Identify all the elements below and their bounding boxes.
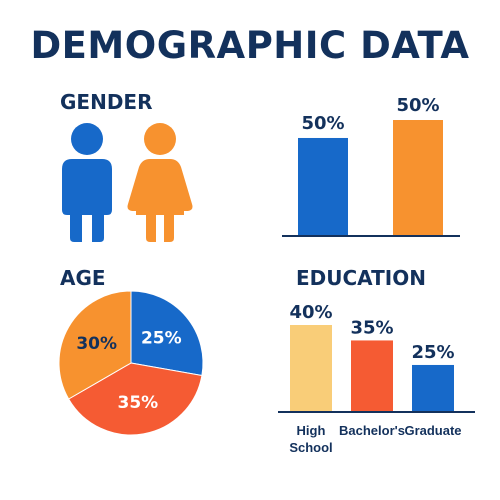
gender-bar-chart: 50% 50% bbox=[282, 95, 460, 237]
female-person-icon bbox=[127, 123, 193, 242]
age-slice-label: 30% bbox=[76, 334, 117, 354]
age-heading: AGE bbox=[60, 266, 106, 290]
male-person-icon bbox=[62, 123, 112, 242]
gender-value-label: 50% bbox=[396, 95, 439, 116]
education-category-label: High School bbox=[289, 423, 333, 455]
gender-value-label: 50% bbox=[301, 113, 344, 134]
age-pie-slice bbox=[67, 362, 203, 436]
education-bar bbox=[351, 340, 393, 412]
gender-bar-female bbox=[393, 120, 443, 236]
education-value-label: 35% bbox=[350, 317, 393, 338]
page-title: DEMOGRAPHIC DATA bbox=[30, 24, 470, 67]
education-value-label: 25% bbox=[411, 342, 454, 363]
age-slice-label: 25% bbox=[141, 329, 182, 349]
gender-bar-male bbox=[298, 137, 348, 236]
age-pie-chart: 25% 35% 30% bbox=[58, 290, 204, 436]
education-bar bbox=[412, 364, 454, 412]
education-category-label: Graduate bbox=[404, 423, 462, 438]
education-heading: EDUCATION bbox=[296, 266, 426, 290]
education-value-label: 40% bbox=[289, 302, 332, 323]
gender-icons bbox=[62, 123, 193, 242]
education-category-label: Bachelor's bbox=[339, 423, 405, 438]
age-pie-slice bbox=[58, 290, 132, 400]
age-pie-slice bbox=[130, 290, 204, 377]
gender-heading: GENDER bbox=[60, 90, 153, 114]
age-slice-label: 35% bbox=[118, 393, 159, 413]
education-bar-chart: 40% 35% 25% bbox=[278, 302, 475, 413]
education-bar bbox=[290, 325, 332, 412]
